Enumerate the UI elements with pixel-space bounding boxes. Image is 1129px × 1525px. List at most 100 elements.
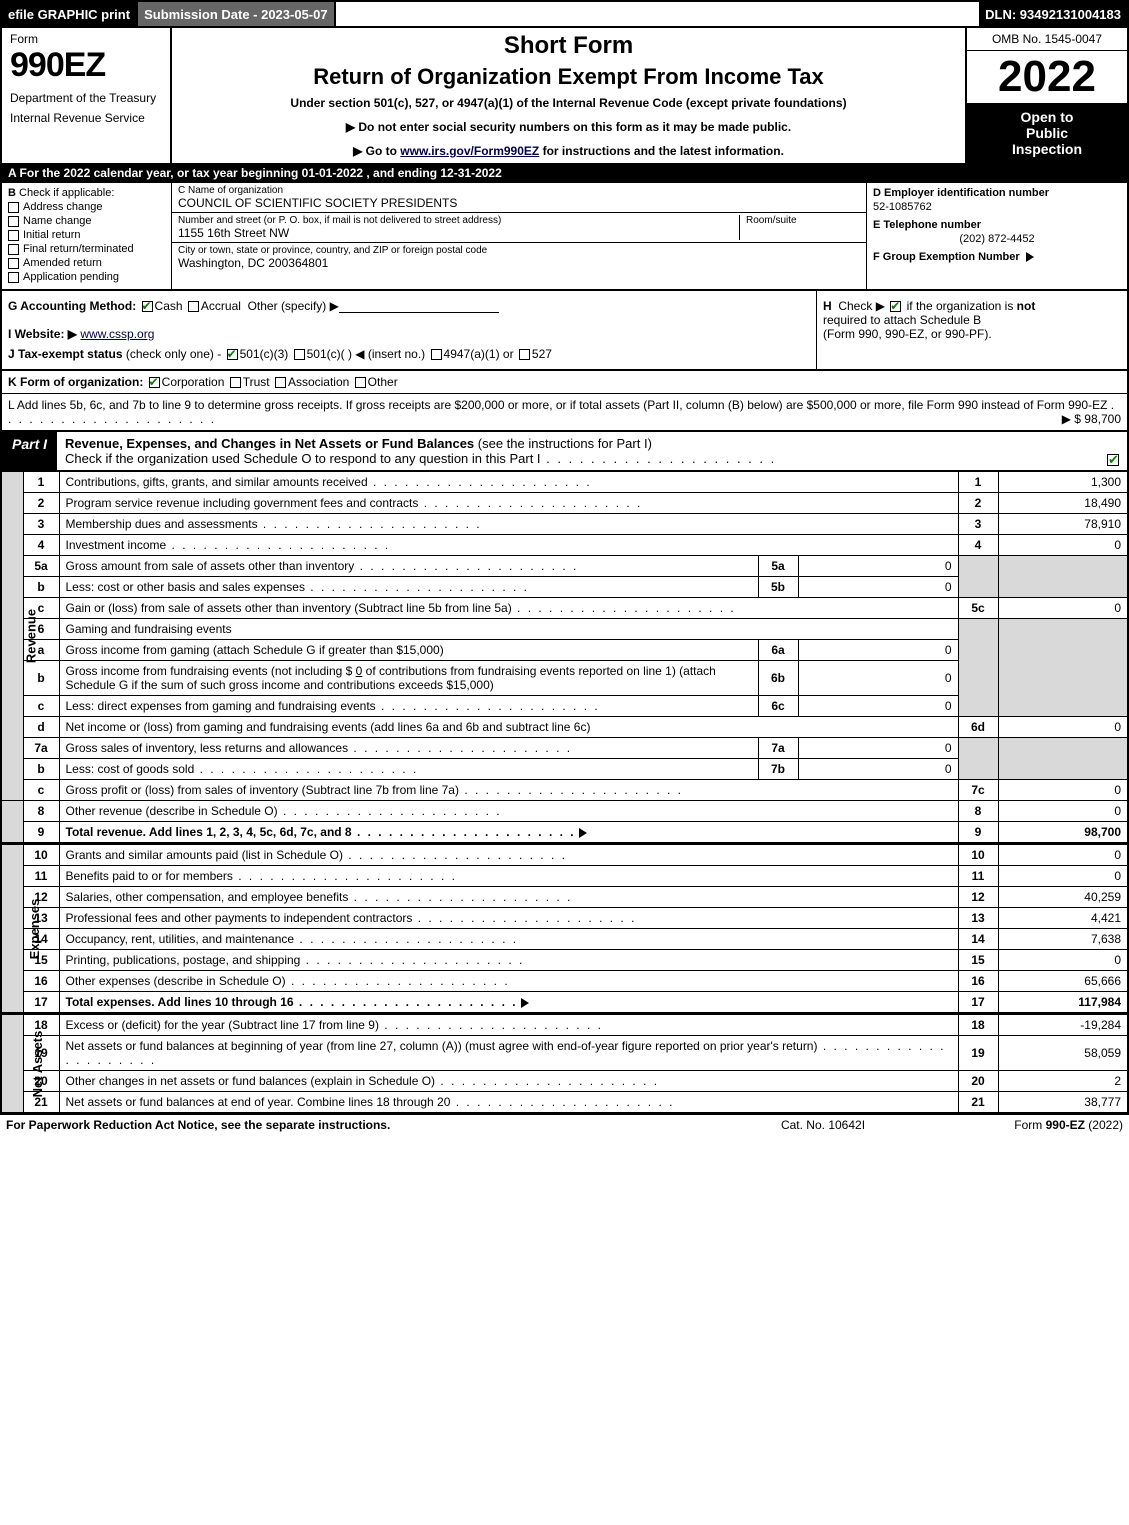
cb-schedule-o[interactable] bbox=[1107, 454, 1119, 466]
cb-application-pending[interactable]: Application pending bbox=[8, 271, 165, 283]
part1-badge: Part I bbox=[2, 432, 57, 470]
footer-left: For Paperwork Reduction Act Notice, see … bbox=[6, 1118, 723, 1132]
h-label: H bbox=[823, 299, 832, 313]
i-website[interactable]: www.cssp.org bbox=[80, 327, 154, 341]
g-other: Other (specify) ▶ bbox=[248, 299, 339, 313]
row-k: K Form of organization: Corporation Trus… bbox=[0, 369, 1129, 393]
inspection-l2: Public bbox=[971, 125, 1123, 141]
part1-title: Revenue, Expenses, and Changes in Net As… bbox=[57, 432, 1127, 470]
cb-final-return[interactable]: Final return/terminated bbox=[8, 243, 165, 255]
f-arrow-icon bbox=[1026, 252, 1034, 262]
efile-label[interactable]: efile GRAPHIC print bbox=[2, 2, 138, 26]
line-16: 16 Other expenses (describe in Schedule … bbox=[1, 971, 1128, 992]
note2-prefix: ▶ Go to bbox=[353, 144, 400, 158]
c-street-label: Number and street (or P. O. box, if mail… bbox=[178, 215, 733, 226]
col-c: C Name of organization COUNCIL OF SCIENT… bbox=[172, 183, 867, 289]
i-label: I Website: ▶ bbox=[8, 327, 77, 341]
g-other-fill[interactable] bbox=[339, 312, 499, 313]
cb-h[interactable] bbox=[890, 301, 901, 312]
cb-amended-return[interactable]: Amended return bbox=[8, 257, 165, 269]
footer-catno: Cat. No. 10642I bbox=[723, 1118, 923, 1132]
cb-accrual[interactable] bbox=[188, 301, 199, 312]
h-line3: (Form 990, 990-EZ, or 990-PF). bbox=[823, 327, 1121, 341]
dln-label: DLN: 93492131004183 bbox=[979, 2, 1127, 26]
row-j: J Tax-exempt status (check only one) - 5… bbox=[8, 347, 810, 361]
c-street-row: Number and street (or P. O. box, if mail… bbox=[172, 213, 866, 243]
cb-cash[interactable] bbox=[142, 301, 153, 312]
c-city-row: City or town, state or province, country… bbox=[172, 243, 866, 272]
g-label: G Accounting Method: bbox=[8, 299, 136, 313]
line-6: 6 Gaming and fundraising events bbox=[1, 619, 1128, 640]
side-revenue: Revenue bbox=[1, 472, 23, 801]
line-15: 15 Printing, publications, postage, and … bbox=[1, 950, 1128, 971]
inspection-l3: Inspection bbox=[971, 141, 1123, 157]
g-cash: Cash bbox=[155, 299, 183, 313]
col-def: D Employer identification number 52-1085… bbox=[867, 183, 1127, 289]
k-other: Other bbox=[368, 375, 398, 389]
cb-other-org[interactable] bbox=[355, 377, 366, 388]
netassets-table: Net Assets 18 Excess or (deficit) for th… bbox=[0, 1013, 1129, 1114]
arrow-icon bbox=[521, 998, 529, 1008]
header-left: Form 990EZ Department of the Treasury In… bbox=[2, 28, 172, 163]
part1-title-bold: Revenue, Expenses, and Changes in Net As… bbox=[65, 436, 474, 451]
line-3: 3 Membership dues and assessments 3 78,9… bbox=[1, 514, 1128, 535]
line-21: 21 Net assets or fund balances at end of… bbox=[1, 1092, 1128, 1114]
top-spacer bbox=[336, 2, 980, 26]
line-7a: 7a Gross sales of inventory, less return… bbox=[1, 738, 1128, 759]
form-header: Form 990EZ Department of the Treasury In… bbox=[0, 28, 1129, 163]
e-head: E Telephone number bbox=[873, 219, 1121, 231]
h-pre: Check ▶ bbox=[838, 299, 888, 313]
page-footer: For Paperwork Reduction Act Notice, see … bbox=[0, 1114, 1129, 1135]
line-14: 14 Occupancy, rent, utilities, and maint… bbox=[1, 929, 1128, 950]
top-bar: efile GRAPHIC print Submission Date - 20… bbox=[0, 0, 1129, 28]
header-center: Short Form Return of Organization Exempt… bbox=[172, 28, 967, 163]
cb-address-change[interactable]: Address change bbox=[8, 201, 165, 213]
line-10: Expenses 10 Grants and similar amounts p… bbox=[1, 844, 1128, 866]
cb-initial-return[interactable]: Initial return bbox=[8, 229, 165, 241]
revenue-table: Revenue 1 Contributions, gifts, grants, … bbox=[0, 471, 1129, 843]
c-city-label: City or town, state or province, country… bbox=[178, 245, 860, 256]
j-opt4: 527 bbox=[532, 347, 552, 361]
dept-irs: Internal Revenue Service bbox=[10, 111, 162, 125]
cb-assoc[interactable] bbox=[275, 377, 286, 388]
cb-corp[interactable] bbox=[149, 377, 160, 388]
l-amount-label: ▶ $ bbox=[1062, 412, 1081, 426]
k-trust: Trust bbox=[243, 375, 270, 389]
l-amount-wrap: ▶ $ 98,700 bbox=[1062, 412, 1121, 426]
line-12: 12 Salaries, other compensation, and emp… bbox=[1, 887, 1128, 908]
j-small: (check only one) - bbox=[126, 347, 221, 361]
cb-4947[interactable] bbox=[431, 349, 442, 360]
c-room-label: Room/suite bbox=[740, 215, 860, 240]
footer-right: Form 990-EZ (2022) bbox=[923, 1118, 1123, 1132]
line-20: 20 Other changes in net assets or fund b… bbox=[1, 1071, 1128, 1092]
side-netassets: Net Assets bbox=[1, 1014, 23, 1113]
f-head: F Group Exemption Number bbox=[873, 251, 1020, 263]
cb-trust[interactable] bbox=[230, 377, 241, 388]
line-9: 9 Total revenue. Add lines 1, 2, 3, 4, 5… bbox=[1, 822, 1128, 843]
row-l: L Add lines 5b, 6c, and 7b to line 9 to … bbox=[0, 393, 1129, 432]
expenses-table: Expenses 10 Grants and similar amounts p… bbox=[0, 843, 1129, 1013]
j-opt3: 4947(a)(1) or bbox=[444, 347, 514, 361]
irs-link[interactable]: www.irs.gov/Form990EZ bbox=[400, 144, 539, 158]
c-name-row: C Name of organization COUNCIL OF SCIENT… bbox=[172, 183, 866, 213]
line-5c: c Gain or (loss) from sale of assets oth… bbox=[1, 598, 1128, 619]
h-not: not bbox=[1017, 299, 1036, 313]
cb-527[interactable] bbox=[519, 349, 530, 360]
b-letter: B bbox=[8, 187, 16, 199]
h-line2: required to attach Schedule B bbox=[823, 313, 1121, 327]
part1-check-text: Check if the organization used Schedule … bbox=[65, 451, 541, 466]
cb-name-change[interactable]: Name change bbox=[8, 215, 165, 227]
j-label: J Tax-exempt status bbox=[8, 347, 123, 361]
part1-title-rest: (see the instructions for Part I) bbox=[474, 436, 652, 451]
row-gh: G Accounting Method: Cash Accrual Other … bbox=[0, 291, 1129, 369]
line-2: 2 Program service revenue including gove… bbox=[1, 493, 1128, 514]
j-opt2: 501(c)( ) ◀ (insert no.) bbox=[307, 347, 426, 361]
cb-501c[interactable] bbox=[294, 349, 305, 360]
k-assoc: Association bbox=[288, 375, 349, 389]
side-expenses: Expenses bbox=[1, 844, 23, 1013]
c-city-value: Washington, DC 200364801 bbox=[178, 256, 860, 270]
col-g: G Accounting Method: Cash Accrual Other … bbox=[2, 291, 817, 369]
form-subtitle: Under section 501(c), 527, or 4947(a)(1)… bbox=[180, 96, 957, 110]
col-h: H Check ▶ if the organization is not req… bbox=[817, 291, 1127, 369]
cb-501c3[interactable] bbox=[227, 349, 238, 360]
